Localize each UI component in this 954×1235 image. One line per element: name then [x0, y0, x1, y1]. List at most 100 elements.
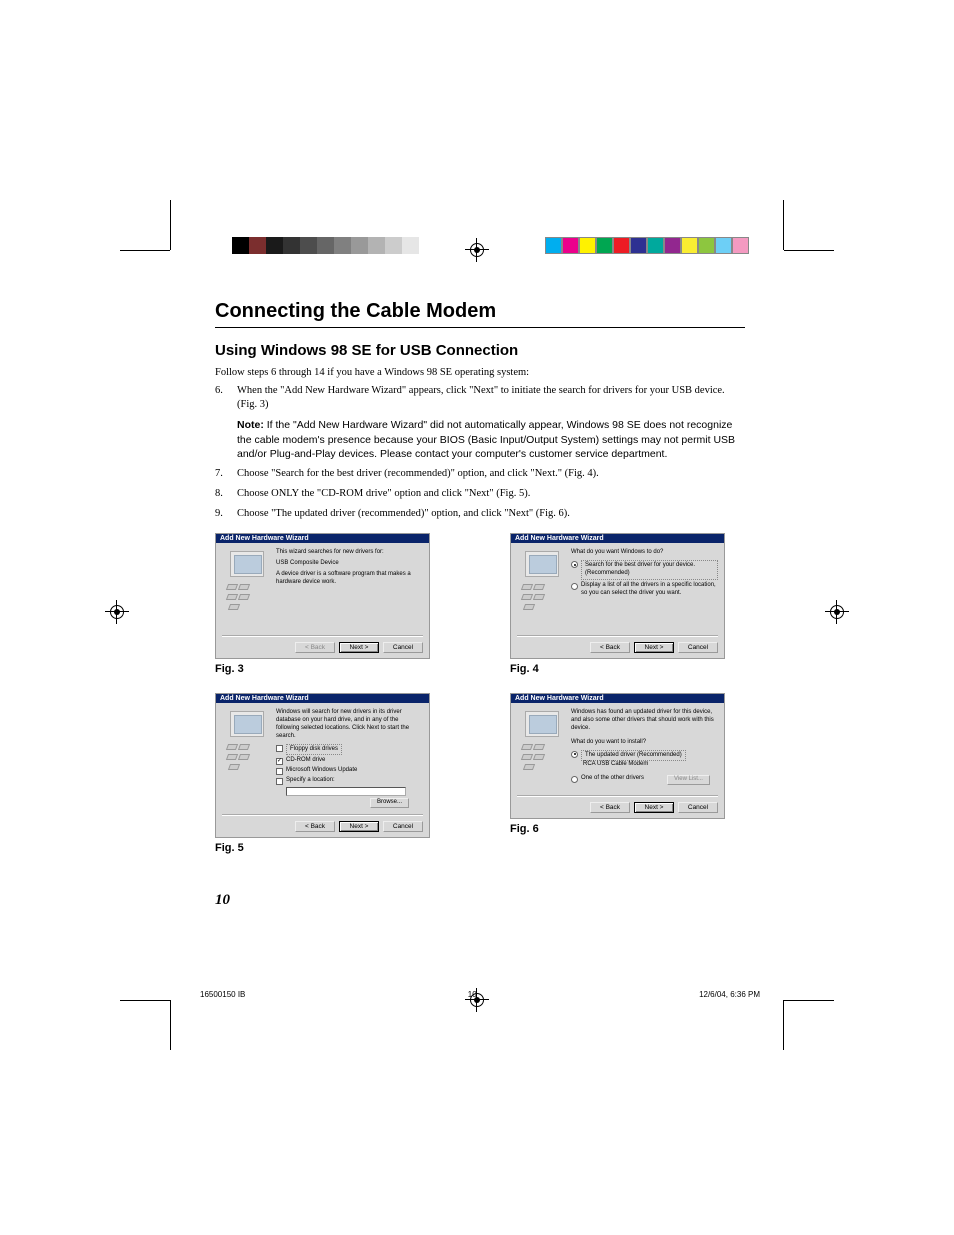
- dialog-body: This wizard searches for new drivers for…: [276, 549, 423, 629]
- note-text: If the "Add New Hardware Wizard" did not…: [237, 419, 735, 459]
- crop-mark: [120, 250, 170, 251]
- option-label: One of the other drivers: [581, 775, 644, 783]
- figure-caption: Fig. 5: [215, 842, 435, 854]
- option-label: The updated driver (Recommended): [581, 750, 686, 762]
- figure-caption: Fig. 6: [510, 823, 730, 835]
- checkbox-icon: [276, 768, 283, 775]
- radio-option-search[interactable]: Search for the best driver for your devi…: [571, 560, 718, 580]
- view-list-button[interactable]: View List...: [667, 775, 710, 785]
- cancel-button[interactable]: Cancel: [383, 642, 423, 653]
- option-label: Microsoft Windows Update: [286, 767, 357, 775]
- registration-mark-icon: [825, 600, 849, 624]
- step-text: Choose ONLY the "CD-ROM drive" option an…: [237, 487, 745, 501]
- step-number: 6.: [215, 384, 237, 461]
- wizard-icon: [517, 549, 571, 629]
- dialog-body: Windows will search for new drivers in i…: [276, 709, 423, 808]
- page-title: Connecting the Cable Modem: [215, 300, 745, 328]
- wizard-icon: [517, 709, 571, 789]
- cancel-button[interactable]: Cancel: [383, 821, 423, 832]
- figures-grid: Add New Hardware Wizard This wizard sear…: [215, 533, 745, 864]
- checkbox-windows-update[interactable]: Microsoft Windows Update: [276, 767, 423, 775]
- checkbox-cdrom[interactable]: CD-ROM drive: [276, 757, 423, 765]
- radio-other-drivers[interactable]: One of the other drivers View List...: [571, 775, 718, 785]
- step-number: 8.: [215, 487, 237, 501]
- figure-caption: Fig. 3: [215, 663, 435, 675]
- radio-option-list[interactable]: Display a list of all the drivers in a s…: [571, 582, 718, 598]
- back-button[interactable]: < Back: [590, 642, 630, 653]
- figure-4: Add New Hardware Wizard What do you want…: [510, 533, 730, 685]
- radio-icon: [571, 776, 578, 783]
- figure-caption: Fig. 4: [510, 663, 730, 675]
- wizard-dialog: Add New Hardware Wizard Windows has foun…: [510, 693, 725, 819]
- option-label: Specify a location:: [286, 777, 335, 785]
- radio-updated-driver[interactable]: The updated driver (Recommended)RCA USB …: [571, 750, 718, 770]
- registration-mark-icon: [465, 238, 489, 262]
- dialog-titlebar: Add New Hardware Wizard: [511, 534, 724, 543]
- crop-mark: [170, 1000, 171, 1050]
- next-button[interactable]: Next >: [339, 821, 379, 832]
- back-button[interactable]: < Back: [295, 821, 335, 832]
- step-8: 8. Choose ONLY the "CD-ROM drive" option…: [215, 487, 745, 501]
- dialog-titlebar: Add New Hardware Wizard: [216, 694, 429, 703]
- wizard-icon: [222, 549, 276, 629]
- step-6: 6. When the "Add New Hardware Wizard" ap…: [215, 384, 745, 461]
- option-label: Search for the best driver for your devi…: [581, 560, 718, 580]
- cancel-button[interactable]: Cancel: [678, 802, 718, 813]
- wizard-text: A device driver is a software program th…: [276, 571, 423, 587]
- checkbox-specify-location[interactable]: Specify a location:: [276, 777, 423, 785]
- radio-icon: [571, 751, 578, 758]
- option-label: Floppy disk drives: [286, 744, 342, 756]
- next-button[interactable]: Next >: [634, 642, 674, 653]
- checkbox-icon: [276, 745, 283, 752]
- crop-mark: [120, 1000, 170, 1001]
- prompt-text: Windows will search for new drivers in i…: [276, 709, 423, 740]
- browse-button[interactable]: Browse...: [370, 798, 409, 808]
- step-text: Choose "Search for the best driver (reco…: [237, 467, 745, 481]
- wizard-dialog: Add New Hardware Wizard This wizard sear…: [215, 533, 430, 659]
- dialog-body: Windows has found an updated driver for …: [571, 709, 718, 789]
- note-label: Note:: [237, 419, 264, 431]
- step-text: Choose "The updated driver (recommended)…: [237, 507, 745, 521]
- crop-mark: [170, 200, 171, 250]
- step-7: 7. Choose "Search for the best driver (r…: [215, 467, 745, 481]
- next-button[interactable]: Next >: [339, 642, 379, 653]
- step-number: 7.: [215, 467, 237, 481]
- checkbox-icon: [276, 778, 283, 785]
- registration-mark-icon: [105, 600, 129, 624]
- dialog-titlebar: Add New Hardware Wizard: [511, 694, 724, 703]
- crop-mark: [783, 1000, 784, 1050]
- wizard-dialog: Add New Hardware Wizard What do you want…: [510, 533, 725, 659]
- intro-text: Follow steps 6 through 14 if you have a …: [215, 367, 745, 378]
- section-heading: Using Windows 98 SE for USB Connection: [215, 342, 745, 359]
- page-content: Connecting the Cable Modem Using Windows…: [215, 300, 745, 909]
- prompt-text: What do you want Windows to do?: [571, 549, 718, 557]
- figure-5: Add New Hardware Wizard Windows will sea…: [215, 693, 435, 864]
- footer-left: 16500150 IB: [200, 990, 245, 999]
- page-number: 10: [215, 892, 745, 909]
- option-label: CD-ROM drive: [286, 757, 325, 765]
- cancel-button[interactable]: Cancel: [678, 642, 718, 653]
- figure-6: Add New Hardware Wizard Windows has foun…: [510, 693, 730, 864]
- print-footer: 16500150 IB 10 12/6/04, 6:36 PM: [200, 990, 760, 999]
- device-name: USB Composite Device: [276, 560, 423, 568]
- location-input[interactable]: [286, 787, 406, 796]
- step-text: When the "Add New Hardware Wizard" appea…: [237, 385, 725, 410]
- back-button[interactable]: < Back: [295, 642, 335, 653]
- dialog-body: What do you want Windows to do? Search f…: [571, 549, 718, 629]
- checkbox-icon: [276, 758, 283, 765]
- wizard-text: This wizard searches for new drivers for…: [276, 549, 423, 557]
- color-calibration-bar: [545, 237, 749, 254]
- back-button[interactable]: < Back: [590, 802, 630, 813]
- crop-mark: [783, 200, 784, 250]
- driver-name: RCA USB Cable Modem: [583, 761, 648, 767]
- step-9: 9. Choose "The updated driver (recommend…: [215, 507, 745, 521]
- next-button[interactable]: Next >: [634, 802, 674, 813]
- prompt-text: Windows has found an updated driver for …: [571, 709, 718, 732]
- wizard-dialog: Add New Hardware Wizard Windows will sea…: [215, 693, 430, 838]
- radio-icon: [571, 561, 578, 568]
- note-block: Note: If the "Add New Hardware Wizard" d…: [237, 418, 745, 461]
- footer-center: 10: [468, 990, 477, 999]
- radio-icon: [571, 583, 578, 590]
- step-number: 9.: [215, 507, 237, 521]
- checkbox-floppy[interactable]: Floppy disk drives: [276, 744, 423, 756]
